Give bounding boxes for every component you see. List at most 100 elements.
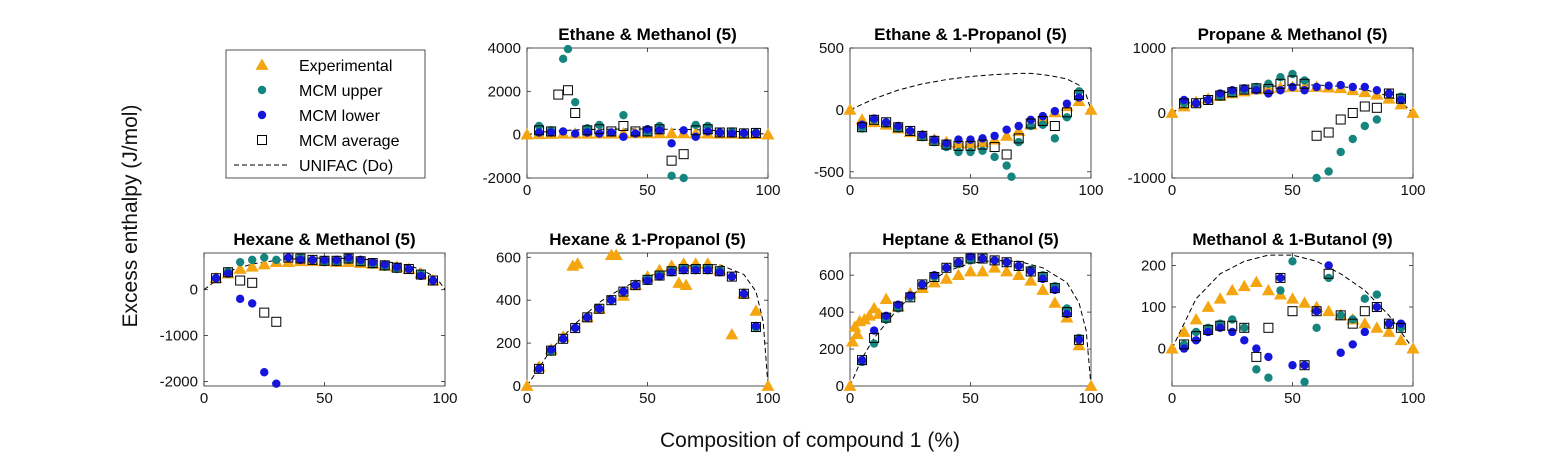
point-avg: [941, 139, 952, 150]
point-lower: [248, 299, 257, 308]
point-exp: [1382, 325, 1396, 337]
point-upper: [1276, 286, 1285, 295]
point-upper: [1348, 134, 1357, 144]
x-axis-label: Composition of compound 1 (%): [660, 429, 960, 452]
point-exp: [879, 292, 893, 305]
point-exp: [1084, 103, 1098, 115]
point-exp: [1036, 283, 1050, 295]
y-tick-label: 200: [496, 335, 521, 352]
point-avg: [1263, 83, 1274, 94]
point-lower: [534, 128, 544, 137]
point-lower: [1324, 261, 1333, 270]
point-avg: [618, 121, 629, 131]
point-upper: [248, 255, 257, 265]
point-lower: [558, 127, 568, 136]
point-exp: [1298, 296, 1312, 308]
point-avg: [379, 260, 390, 271]
y-tick-label: -1000: [1128, 170, 1166, 187]
point-avg: [1037, 272, 1048, 283]
point-upper: [235, 257, 245, 267]
point-avg: [1239, 84, 1250, 95]
point-avg: [750, 127, 761, 138]
point-upper: [1288, 69, 1297, 79]
point-avg: [881, 312, 892, 323]
point-lower: [619, 132, 628, 142]
point-avg: [235, 275, 246, 286]
point-avg: [1323, 268, 1334, 279]
point-avg: [738, 288, 749, 299]
point-upper: [260, 253, 269, 262]
x-tick-label: 50: [1284, 390, 1301, 407]
chart-panel-6: Heptane & Ethanol (5) 0 50 100 0 200 400 600: [819, 230, 1104, 407]
point-upper: [1264, 373, 1273, 382]
point-exp: [1012, 268, 1026, 281]
point-avg: [367, 258, 378, 269]
point-avg: [905, 125, 916, 136]
point-upper: [1312, 323, 1321, 333]
point-avg: [343, 253, 354, 264]
legend-label-avg: MCM average: [299, 133, 400, 150]
y-tick-label: 1000: [1133, 40, 1166, 57]
point-lower: [631, 280, 640, 290]
point-exp: [725, 328, 739, 340]
point-avg: [1203, 95, 1214, 105]
point-avg: [1359, 306, 1370, 317]
point-lower: [990, 256, 999, 265]
point-avg: [1073, 334, 1084, 345]
point-avg: [857, 122, 868, 133]
point-avg: [1287, 306, 1298, 317]
y-tick-label: 0: [190, 282, 198, 299]
point-lower: [1240, 336, 1249, 345]
point-avg: [331, 255, 342, 266]
point-exp: [1322, 304, 1336, 317]
point-exp: [1213, 292, 1227, 304]
point-exp: [245, 260, 259, 272]
point-exp: [1237, 279, 1251, 292]
point-avg: [1263, 322, 1274, 333]
x-tick-label: 100: [755, 182, 780, 199]
point-lower: [558, 334, 568, 344]
point-avg: [562, 85, 573, 96]
chart-title: Ethane & Methanol (5): [558, 25, 737, 44]
point-exp: [665, 126, 679, 139]
data-layer: [843, 252, 1098, 391]
point-avg: [1001, 149, 1012, 160]
point-lower: [990, 131, 999, 141]
legend-label-upper: MCM upper: [299, 83, 383, 100]
point-lower: [332, 255, 341, 265]
point-exp: [843, 379, 857, 391]
point-lower: [380, 260, 389, 269]
point-avg: [307, 254, 318, 265]
point-avg: [941, 262, 952, 273]
point-lower: [1228, 327, 1237, 337]
y-tick-label: 0: [836, 378, 844, 395]
point-lower: [1312, 306, 1321, 316]
point-lower: [1336, 80, 1345, 90]
y-axis-label: Excess enthalpy (J/mol): [119, 105, 142, 328]
point-avg: [929, 135, 940, 146]
point-exp: [1024, 274, 1038, 286]
point-lower: [392, 262, 401, 271]
series-line-unifac: [849, 72, 1092, 111]
point-lower: [1288, 361, 1297, 370]
point-exp: [1165, 106, 1179, 118]
point-avg: [642, 274, 653, 285]
point-upper: [1312, 173, 1321, 183]
series-line-unifac: [1171, 254, 1414, 349]
point-avg: [1215, 320, 1226, 331]
point-lower: [1252, 344, 1261, 353]
point-lower: [715, 128, 724, 137]
point-avg: [415, 269, 426, 280]
y-tick-label: -1000: [160, 328, 198, 345]
point-avg: [726, 127, 737, 138]
point-lower: [235, 294, 245, 304]
point-avg: [1311, 130, 1322, 141]
point-upper: [1038, 120, 1048, 129]
point-upper: [571, 97, 580, 107]
point-lower: [571, 129, 580, 138]
point-lower: [344, 253, 353, 262]
point-lower: [583, 128, 592, 137]
point-avg: [1025, 118, 1036, 129]
point-lower: [942, 139, 951, 148]
